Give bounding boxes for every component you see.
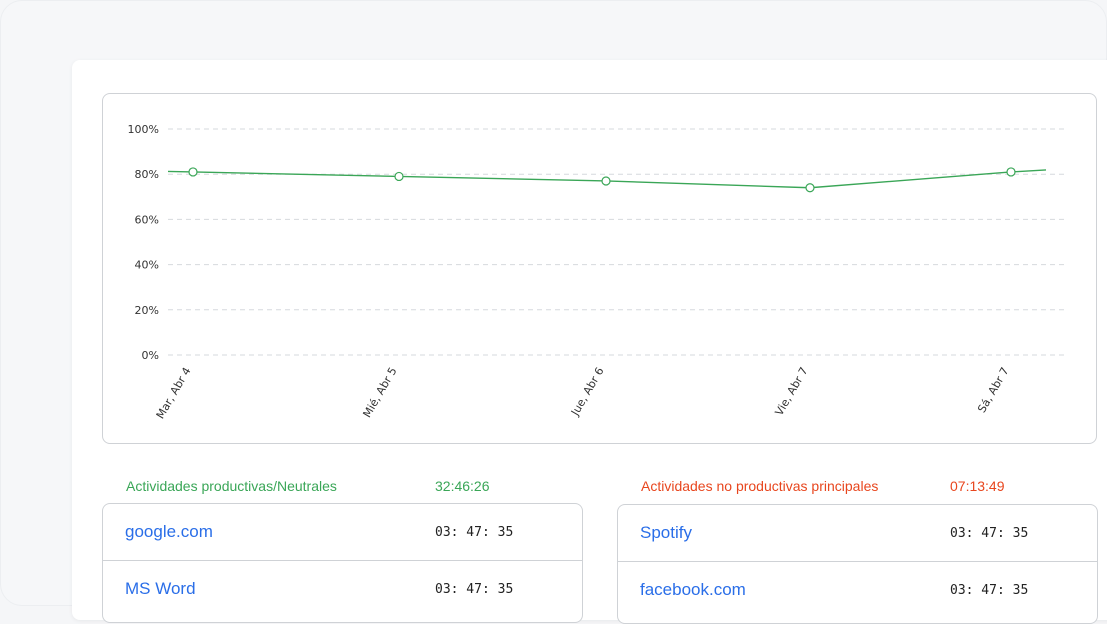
y-tick-label: 100% xyxy=(128,123,159,136)
productivity-chart: 100% 80% 60% 40% 20% 0% Mar, Abr 4 Mié, Abr 5 Ju… xyxy=(102,93,1097,444)
activity-time: 03: 47: 35 xyxy=(435,582,514,597)
activity-name[interactable]: MS Word xyxy=(125,579,196,598)
activity-time: 03: 47: 35 xyxy=(950,526,1029,541)
x-tick-label: Jue, Abr 6 xyxy=(568,365,607,419)
productive-list: google.com 03: 47: 35 MS Word 03: 47: 35 xyxy=(102,503,583,623)
unproductive-list: Spotify 03: 47: 35 facebook.com 03: 47: … xyxy=(617,504,1098,624)
y-tick-label: 60% xyxy=(135,213,159,226)
x-tick-label: Sá, Abr 7 xyxy=(975,365,1011,415)
unproductive-total: 07:13:49 xyxy=(950,478,1005,494)
activity-name[interactable]: google.com xyxy=(125,522,213,541)
productive-total: 32:46:26 xyxy=(435,478,490,494)
y-tick-label: 80% xyxy=(135,168,159,181)
y-tick-label: 0% xyxy=(142,349,159,362)
data-point[interactable] xyxy=(1006,167,1016,177)
list-item[interactable]: Spotify 03: 47: 35 xyxy=(618,505,1097,562)
data-point[interactable] xyxy=(188,167,198,177)
line-chart-svg: 100% 80% 60% 40% 20% 0% Mar, Abr 4 Mié, Abr 5 Ju… xyxy=(128,123,1068,421)
activity-time: 03: 47: 35 xyxy=(435,525,514,540)
data-point[interactable] xyxy=(601,176,611,186)
y-tick-label: 40% xyxy=(135,259,159,272)
list-item[interactable]: facebook.com 03: 47: 35 xyxy=(618,562,1097,619)
x-tick-label: Vie, Abr 7 xyxy=(773,365,811,418)
activity-time: 03: 47: 35 xyxy=(950,583,1029,598)
y-tick-label: 20% xyxy=(135,304,159,317)
list-item[interactable]: MS Word 03: 47: 35 xyxy=(103,561,582,618)
data-point[interactable] xyxy=(805,183,815,193)
activity-name[interactable]: facebook.com xyxy=(640,580,746,599)
activity-name[interactable]: Spotify xyxy=(640,523,692,542)
x-tick-label: Mar, Abr 4 xyxy=(154,365,194,421)
productive-title: Actividades productivas/Neutrales xyxy=(126,478,337,494)
data-point[interactable] xyxy=(394,171,404,182)
list-item[interactable]: google.com 03: 47: 35 xyxy=(103,504,582,561)
unproductive-title: Actividades no productivas principales xyxy=(641,478,879,494)
x-tick-label: Mié, Abr 5 xyxy=(360,365,399,420)
